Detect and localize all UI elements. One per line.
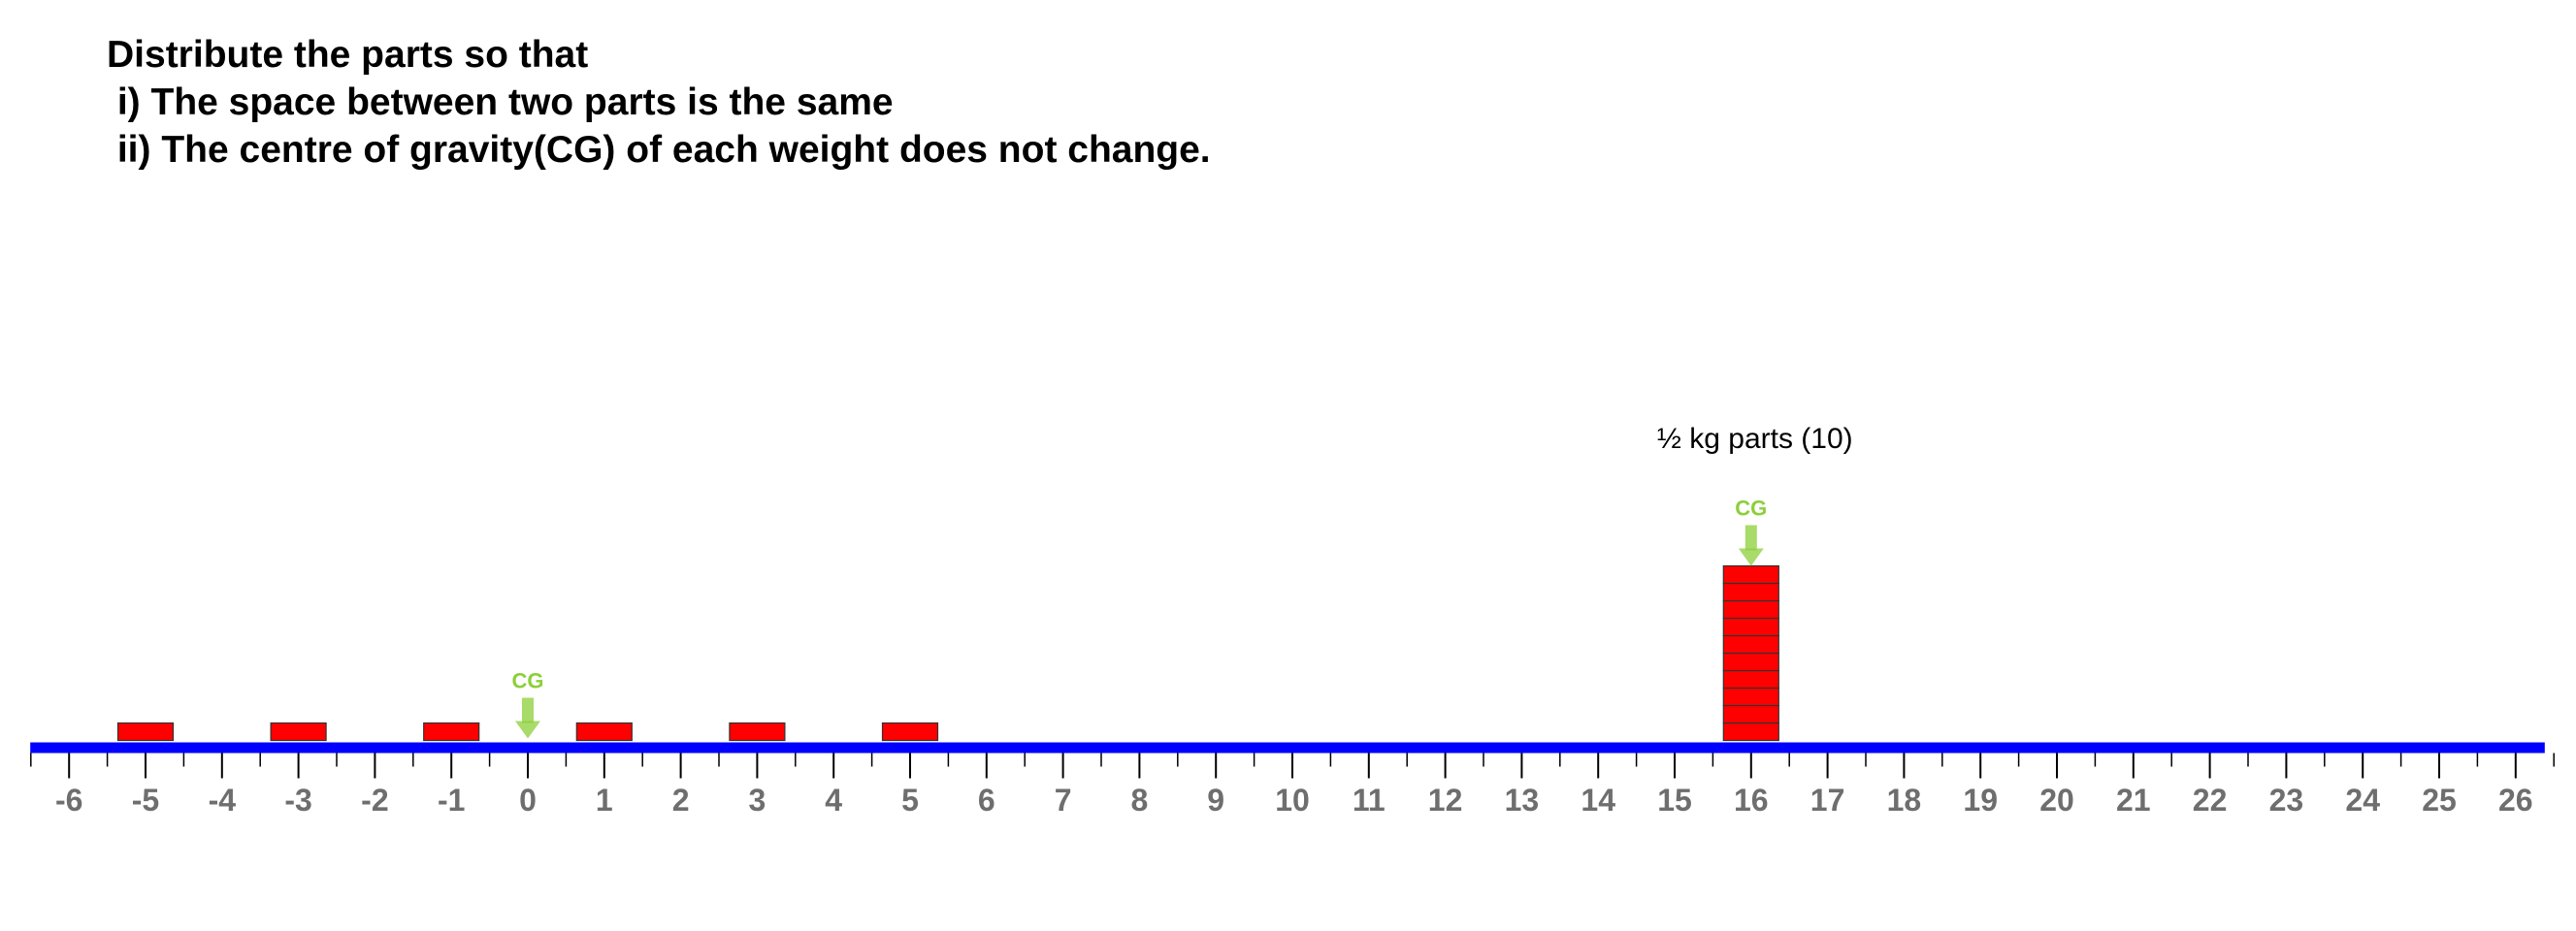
tick-label: 13 bbox=[1505, 783, 1540, 818]
tick-label: 8 bbox=[1131, 783, 1149, 818]
cg-marker: CG bbox=[512, 669, 544, 739]
stacked-part bbox=[1722, 582, 1779, 602]
stacked-part bbox=[1722, 669, 1779, 690]
part-block bbox=[116, 722, 175, 742]
parts bbox=[116, 564, 1779, 742]
instruction-rule-2: ii) The centre of gravity(CG) of each we… bbox=[107, 129, 1211, 171]
tick-label: 21 bbox=[2116, 783, 2151, 818]
part-block bbox=[270, 722, 327, 742]
tick-label: 10 bbox=[1275, 783, 1310, 818]
tick-label: 16 bbox=[1734, 783, 1769, 818]
tick-label: 4 bbox=[825, 783, 842, 818]
tick-label: 11 bbox=[1353, 783, 1386, 818]
tick-label: 19 bbox=[1963, 783, 1998, 818]
tick-label: 2 bbox=[672, 783, 690, 818]
tick-label: 24 bbox=[2345, 783, 2380, 818]
tick-label: -5 bbox=[132, 783, 159, 818]
part-stack bbox=[1722, 564, 1779, 742]
tick-label: 22 bbox=[2193, 783, 2228, 818]
stack-label: ½ kg parts (10) bbox=[1657, 423, 1853, 455]
tick-label: 25 bbox=[2422, 783, 2457, 818]
stacked-part bbox=[1722, 722, 1779, 742]
tick-label: -6 bbox=[55, 783, 82, 818]
instruction-title: Distribute the parts so that bbox=[107, 34, 589, 76]
stacked-part bbox=[1722, 704, 1779, 724]
tick-label: 3 bbox=[749, 783, 766, 818]
part-block bbox=[423, 722, 480, 742]
cg-label: CG bbox=[512, 669, 544, 693]
tick-label: 18 bbox=[1887, 783, 1922, 818]
tick-label: 5 bbox=[901, 783, 919, 818]
stacked-part bbox=[1722, 617, 1779, 637]
cg-label: CG bbox=[1735, 497, 1767, 521]
part-block bbox=[729, 722, 786, 742]
number-line: -6 -5 -4 -3 -2 -1 0 1 2 3 4 5 6 7 8 9 10 11 12 13 14 15 16 17 18… bbox=[30, 742, 2555, 818]
tick-label: 7 bbox=[1055, 783, 1072, 818]
stacked-part bbox=[1722, 687, 1779, 707]
stacked-part bbox=[1722, 652, 1779, 672]
tick-label: 0 bbox=[519, 783, 537, 818]
instruction-rule-1: i) The space between two parts is the sa… bbox=[107, 81, 894, 123]
cg-marker: CG bbox=[1735, 497, 1767, 566]
tick-label: 17 bbox=[1810, 783, 1845, 818]
tick-label: 14 bbox=[1581, 783, 1615, 818]
instructions: Distribute the parts so that i) The spac… bbox=[107, 31, 1211, 174]
tick-label: 1 bbox=[596, 783, 613, 818]
cg-arrow-icon bbox=[1738, 548, 1764, 566]
tick-label: 12 bbox=[1428, 783, 1463, 818]
stacked-part bbox=[1722, 599, 1779, 620]
axis-bar bbox=[30, 742, 2545, 754]
cg-markers: CG CG bbox=[512, 497, 1767, 739]
tick-label: -1 bbox=[438, 783, 465, 818]
tick-label: 9 bbox=[1207, 783, 1224, 818]
stacked-part bbox=[1722, 634, 1779, 655]
tick-label: -3 bbox=[284, 783, 311, 818]
tick-label: 6 bbox=[978, 783, 995, 818]
cg-arrow-shaft bbox=[1745, 525, 1757, 551]
cg-arrow-icon bbox=[515, 721, 540, 739]
cg-arrow-shaft bbox=[522, 697, 534, 723]
part-block bbox=[575, 722, 633, 742]
tick-label: 23 bbox=[2269, 783, 2304, 818]
tick-label: 15 bbox=[1657, 783, 1692, 818]
tick-label: -2 bbox=[361, 783, 388, 818]
stacked-part bbox=[1722, 564, 1779, 585]
tick-label: 26 bbox=[2498, 783, 2533, 818]
tick-label: -4 bbox=[209, 783, 237, 818]
part-block bbox=[881, 722, 939, 742]
tick-label: 20 bbox=[2039, 783, 2074, 818]
